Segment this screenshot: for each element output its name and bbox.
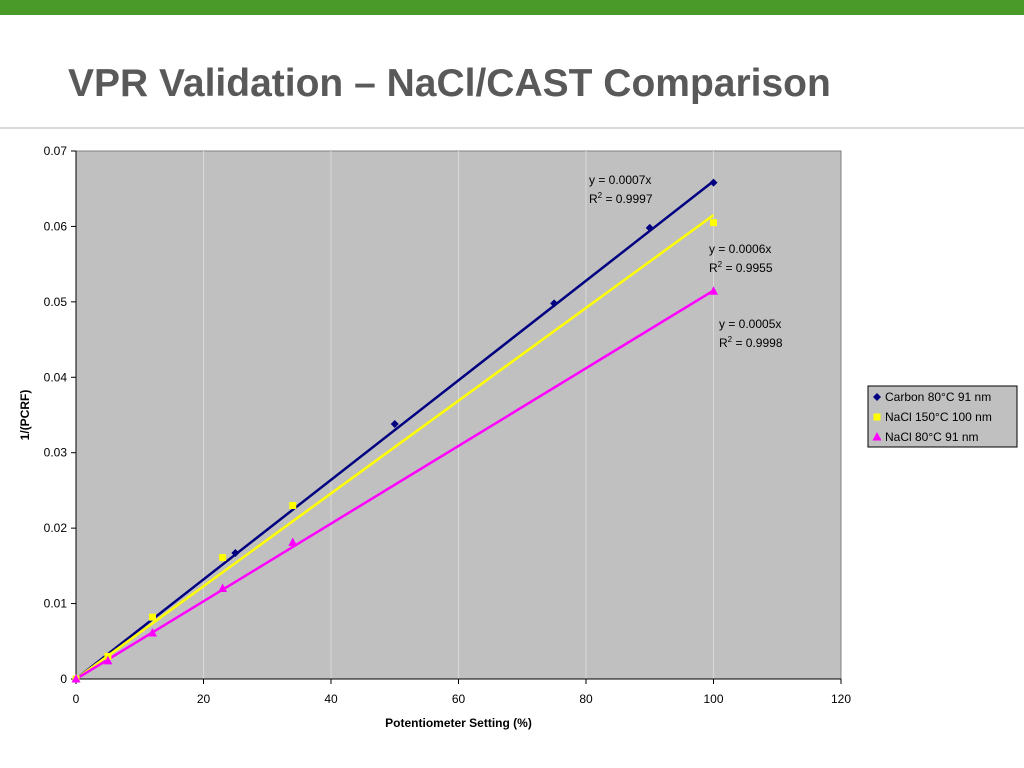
trendline-r-squared: R2 = 0.9997 — [589, 191, 653, 206]
trendline — [75, 214, 715, 681]
y-tick-label: 0.05 — [44, 295, 68, 309]
data-point — [289, 502, 297, 510]
x-tick-label: 40 — [324, 692, 338, 706]
data-point — [645, 223, 654, 232]
trendline — [75, 180, 715, 680]
title-divider — [0, 127, 1024, 129]
legend-entry: Carbon 80°C 91 nm — [885, 390, 991, 404]
legend: Carbon 80°C 91 nm NaCl 150°C 100 nm NaCl 8… — [867, 385, 1018, 448]
y-tick-label: 0 — [60, 672, 67, 686]
y-tick-label: 0.07 — [44, 144, 68, 158]
data-point — [550, 299, 559, 308]
legend-marker — [873, 393, 881, 401]
x-tick-label: 0 — [73, 692, 80, 706]
trendline — [75, 289, 715, 681]
trendlines — [75, 180, 715, 681]
data-point — [288, 537, 298, 546]
data-point — [390, 420, 399, 429]
data-point — [709, 178, 718, 187]
legend-marker — [872, 432, 882, 441]
data-point — [709, 286, 718, 295]
legend-marker — [873, 413, 881, 421]
data-point — [71, 674, 81, 683]
x-tick-label: 100 — [703, 692, 723, 706]
x-axis-ticks: 0 20 40 60 80 100 120 — [73, 678, 851, 706]
legend-box — [867, 385, 1018, 448]
y-axis-title: 1/(PCRF) — [18, 390, 32, 441]
y-tick-label: 0.02 — [44, 521, 68, 535]
data-point — [103, 655, 113, 665]
data-point — [219, 554, 227, 562]
x-axis-title: Potentiometer Setting (%) — [385, 716, 532, 730]
data-point — [148, 627, 157, 637]
trendline-r-squared: R2 = 0.9955 — [709, 260, 773, 275]
data-point — [149, 613, 156, 621]
gridlines — [203, 151, 714, 679]
slide-title: VPR Validation – NaCl/CAST Comparison — [68, 62, 831, 105]
y-tick-label: 0.06 — [44, 219, 68, 233]
x-tick-label: 20 — [197, 692, 211, 706]
x-tick-label: 80 — [579, 692, 593, 706]
x-tick-label: 60 — [452, 692, 466, 706]
data-point — [231, 549, 240, 558]
trendline-equation: y = 0.0005x — [719, 317, 781, 331]
y-axis-ticks: 0 0.01 0.02 0.03 0.04 0.05 0.06 0.07 — [44, 144, 77, 686]
trendline-equation: y = 0.0007x — [589, 173, 651, 187]
y-tick-label: 0.01 — [44, 597, 68, 611]
legend-entry: NaCl 150°C 100 nm — [885, 410, 992, 424]
trendline-annotations: y = 0.0007x R2 = 0.9997 y = 0.0006x R2 = 0.… — [589, 173, 783, 350]
trendline-r-squared: R2 = 0.9998 — [719, 335, 783, 350]
y-tick-label: 0.04 — [44, 370, 68, 384]
top-accent-bar — [0, 0, 1024, 15]
data-points — [71, 178, 718, 683]
x-tick-label: 120 — [831, 692, 851, 706]
data-point — [710, 219, 717, 227]
legend-entry: NaCl 80°C 91 nm — [885, 430, 979, 444]
data-point — [218, 583, 228, 592]
y-tick-label: 0.03 — [44, 446, 68, 460]
trendline-equation: y = 0.0006x — [709, 242, 771, 256]
